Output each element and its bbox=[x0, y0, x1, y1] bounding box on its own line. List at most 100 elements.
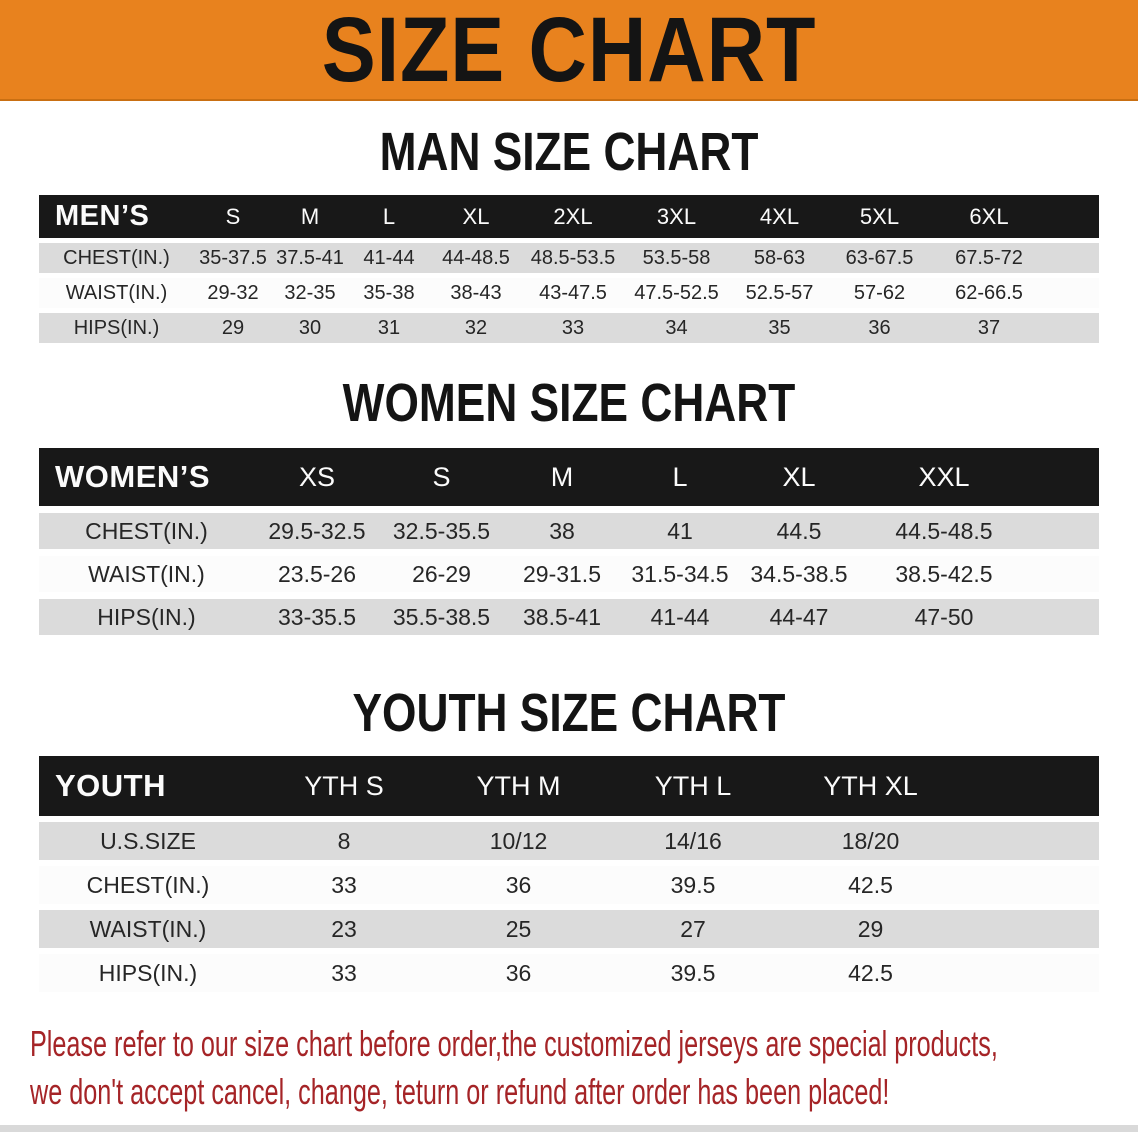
table-row-chest: CHEST(IN.) 33 36 39.5 42.5 bbox=[39, 866, 1099, 910]
size-column-header: XL bbox=[430, 195, 522, 243]
table-row-hips: HIPS(IN.) 29 30 31 32 33 34 35 36 37 bbox=[39, 313, 1099, 348]
measurement-cell: 14/16 bbox=[606, 822, 780, 866]
filler-cell bbox=[1049, 195, 1099, 243]
disclaimer-line-2: we don't accept cancel, change, teturn o… bbox=[30, 1071, 890, 1112]
measurement-cell: 38.5-42.5 bbox=[859, 556, 1029, 599]
filler-cell bbox=[1029, 448, 1099, 513]
row-label: HIPS(IN.) bbox=[39, 313, 194, 348]
measurement-cell: 36 bbox=[431, 866, 606, 910]
measurement-cell: 8 bbox=[257, 822, 431, 866]
size-column-header: 3XL bbox=[624, 195, 729, 243]
measurement-cell: 32 bbox=[430, 313, 522, 348]
measurement-cell: 63-67.5 bbox=[830, 243, 929, 278]
youth-table-title: YOUTH bbox=[39, 756, 257, 822]
women-table-title: WOMEN’S bbox=[39, 448, 254, 513]
row-label: WAIST(IN.) bbox=[39, 556, 254, 599]
size-column-header: YTH S bbox=[257, 756, 431, 822]
measurement-cell: 25 bbox=[431, 910, 606, 954]
men-size-table: MEN’S S M L XL 2XL 3XL 4XL 5XL 6XL CHEST… bbox=[39, 195, 1099, 348]
table-row-chest: CHEST(IN.) 29.5-32.5 32.5-35.5 38 41 44.… bbox=[39, 513, 1099, 556]
row-label: U.S.SIZE bbox=[39, 822, 257, 866]
measurement-cell: 43-47.5 bbox=[522, 278, 624, 313]
youth-size-table: YOUTH YTH S YTH M YTH L YTH XL U.S.SIZE … bbox=[39, 756, 1099, 998]
men-section-title: MAN SIZE CHART bbox=[379, 122, 759, 182]
measurement-cell: 44-48.5 bbox=[430, 243, 522, 278]
table-row-waist: WAIST(IN.) 23 25 27 29 bbox=[39, 910, 1099, 954]
measurement-cell: 29.5-32.5 bbox=[254, 513, 380, 556]
measurement-cell: 33 bbox=[257, 866, 431, 910]
filler-cell bbox=[1049, 243, 1099, 278]
row-label: WAIST(IN.) bbox=[39, 278, 194, 313]
measurement-cell: 35 bbox=[729, 313, 830, 348]
women-section-title: WOMEN SIZE CHART bbox=[342, 373, 796, 433]
women-table-header-row: WOMEN’S XS S M L XL XXL bbox=[39, 448, 1099, 513]
measurement-cell: 29 bbox=[194, 313, 272, 348]
measurement-cell: 38 bbox=[503, 513, 621, 556]
measurement-cell: 34.5-38.5 bbox=[739, 556, 859, 599]
measurement-cell: 47-50 bbox=[859, 599, 1029, 642]
women-size-table: WOMEN’S XS S M L XL XXL CHEST(IN.) 29.5-… bbox=[39, 448, 1099, 642]
size-column-header: M bbox=[503, 448, 621, 513]
filler-cell bbox=[961, 866, 1099, 910]
measurement-cell: 35-37.5 bbox=[194, 243, 272, 278]
row-label: HIPS(IN.) bbox=[39, 599, 254, 642]
measurement-cell: 39.5 bbox=[606, 954, 780, 998]
measurement-cell: 33 bbox=[257, 954, 431, 998]
size-column-header: YTH L bbox=[606, 756, 780, 822]
measurement-cell: 44.5 bbox=[739, 513, 859, 556]
measurement-cell: 26-29 bbox=[380, 556, 503, 599]
size-column-header: YTH XL bbox=[780, 756, 961, 822]
filler-cell bbox=[961, 756, 1099, 822]
banner-title: SIZE CHART bbox=[321, 0, 817, 101]
size-column-header: S bbox=[380, 448, 503, 513]
measurement-cell: 52.5-57 bbox=[729, 278, 830, 313]
disclaimer: Please refer to our size chart before or… bbox=[0, 1020, 1138, 1116]
size-column-header: 6XL bbox=[929, 195, 1049, 243]
row-label: CHEST(IN.) bbox=[39, 243, 194, 278]
size-column-header: L bbox=[621, 448, 739, 513]
measurement-cell: 42.5 bbox=[780, 866, 961, 910]
measurement-cell: 53.5-58 bbox=[624, 243, 729, 278]
table-row-waist: WAIST(IN.) 23.5-26 26-29 29-31.5 31.5-34… bbox=[39, 556, 1099, 599]
measurement-cell: 35-38 bbox=[348, 278, 430, 313]
measurement-cell: 57-62 bbox=[830, 278, 929, 313]
measurement-cell: 37 bbox=[929, 313, 1049, 348]
filler-cell bbox=[1049, 278, 1099, 313]
size-column-header: XXL bbox=[859, 448, 1029, 513]
measurement-cell: 38-43 bbox=[430, 278, 522, 313]
measurement-cell: 29-31.5 bbox=[503, 556, 621, 599]
size-column-header: XL bbox=[739, 448, 859, 513]
filler-cell bbox=[961, 910, 1099, 954]
measurement-cell: 39.5 bbox=[606, 866, 780, 910]
measurement-cell: 29 bbox=[780, 910, 961, 954]
measurement-cell: 23.5-26 bbox=[254, 556, 380, 599]
measurement-cell: 41-44 bbox=[348, 243, 430, 278]
row-label: WAIST(IN.) bbox=[39, 910, 257, 954]
men-table-title: MEN’S bbox=[39, 195, 194, 243]
size-column-header: YTH M bbox=[431, 756, 606, 822]
filler-cell bbox=[961, 954, 1099, 998]
measurement-cell: 33-35.5 bbox=[254, 599, 380, 642]
filler-cell bbox=[1029, 513, 1099, 556]
measurement-cell: 42.5 bbox=[780, 954, 961, 998]
measurement-cell: 38.5-41 bbox=[503, 599, 621, 642]
measurement-cell: 31.5-34.5 bbox=[621, 556, 739, 599]
disclaimer-line-1: Please refer to our size chart before or… bbox=[30, 1023, 998, 1064]
row-label: CHEST(IN.) bbox=[39, 513, 254, 556]
size-column-header: 5XL bbox=[830, 195, 929, 243]
table-row-chest: CHEST(IN.) 35-37.5 37.5-41 41-44 44-48.5… bbox=[39, 243, 1099, 278]
measurement-cell: 18/20 bbox=[780, 822, 961, 866]
measurement-cell: 41 bbox=[621, 513, 739, 556]
size-column-header: M bbox=[272, 195, 348, 243]
measurement-cell: 23 bbox=[257, 910, 431, 954]
filler-cell bbox=[1049, 313, 1099, 348]
measurement-cell: 47.5-52.5 bbox=[624, 278, 729, 313]
size-column-header: XS bbox=[254, 448, 380, 513]
measurement-cell: 32-35 bbox=[272, 278, 348, 313]
youth-table-header-row: YOUTH YTH S YTH M YTH L YTH XL bbox=[39, 756, 1099, 822]
size-column-header: L bbox=[348, 195, 430, 243]
measurement-cell: 36 bbox=[830, 313, 929, 348]
measurement-cell: 37.5-41 bbox=[272, 243, 348, 278]
filler-cell bbox=[1029, 556, 1099, 599]
